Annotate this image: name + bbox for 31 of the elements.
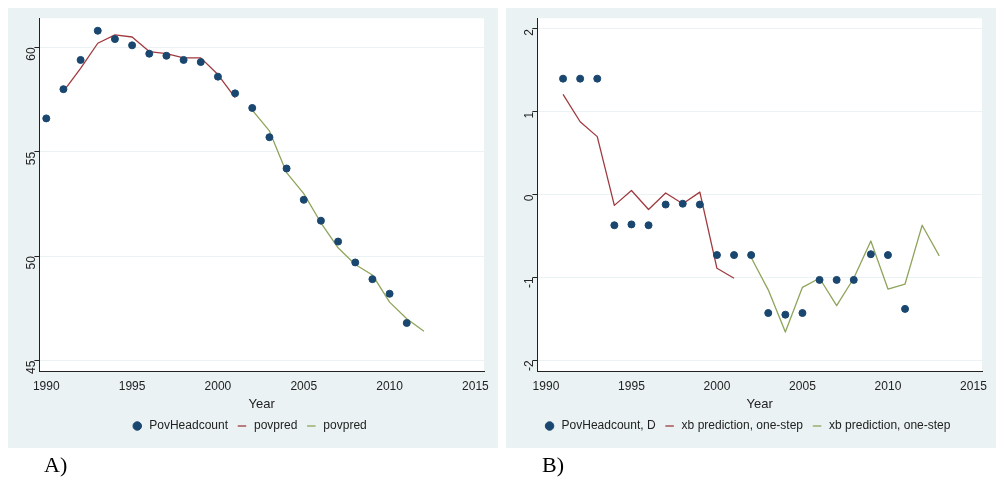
x-tick-label: 2010 <box>376 378 404 393</box>
x-tick-label: 2015 <box>960 378 988 393</box>
y-tick-label: 0 <box>521 194 536 202</box>
x-tick-label: 1990 <box>532 378 560 393</box>
y-tick-label: -1 <box>521 277 536 289</box>
y-tick-label: 50 <box>23 255 38 270</box>
x-tick-label: 1995 <box>618 378 646 393</box>
text: B) <box>541 452 565 478</box>
x-tick-label: 2005 <box>789 378 817 393</box>
x-tick-label: 2000 <box>703 378 731 393</box>
y-tick-label: 2 <box>521 28 536 36</box>
y-tick-label: 60 <box>23 47 38 61</box>
text: A) <box>43 452 69 478</box>
x-tick-label: 1990 <box>32 378 60 393</box>
legend-label: PovHeadcount <box>149 418 229 433</box>
legend-label: povpred <box>254 418 298 433</box>
legend-label: xb prediction, one-step <box>681 418 804 433</box>
y-tick-label: 45 <box>23 360 38 374</box>
x-tick-label: 2010 <box>874 378 902 393</box>
legend-label: xb prediction, one-step <box>829 418 951 433</box>
x-tick-label: 2000 <box>204 378 232 393</box>
y-tick-label: 1 <box>521 111 536 119</box>
legend-label: PovHeadcount, D <box>561 418 656 433</box>
legend-label: povpred <box>323 418 367 433</box>
y-tick-label: 55 <box>23 151 38 166</box>
x-tick-label: 2015 <box>462 378 490 393</box>
x-tick-label: 1995 <box>118 378 146 393</box>
y-tick-label: -2 <box>521 359 536 371</box>
x-axis-title: Year <box>248 395 276 411</box>
x-axis-title: Year <box>746 395 774 411</box>
x-tick-label: 2005 <box>290 378 318 393</box>
